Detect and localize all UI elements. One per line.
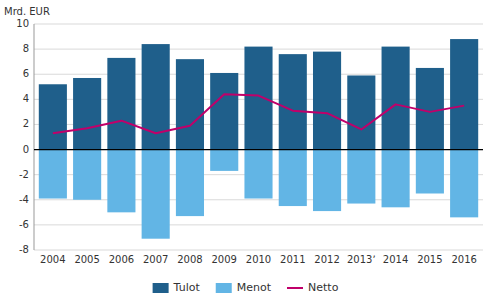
bar xyxy=(39,84,67,149)
zero-line xyxy=(34,149,483,150)
x-tick-label: 2006 xyxy=(109,254,134,265)
x-tick-label: 2015 xyxy=(417,254,442,265)
bar xyxy=(450,150,478,218)
legend-label: Menot xyxy=(237,281,272,294)
legend-item: Netto xyxy=(287,281,339,294)
grid-line xyxy=(34,149,483,150)
legend-item: Menot xyxy=(216,281,272,294)
y-axis-label: Mrd. EUR xyxy=(4,6,50,17)
y-tick-label: -6 xyxy=(19,219,29,230)
bar xyxy=(416,150,444,194)
grid xyxy=(34,24,483,250)
bar xyxy=(279,54,307,149)
chart: -8 -6 -4 -2 0 2 4 6 8 10 2004 2005 2006 2007 2008 2009 2… xyxy=(0,0,491,302)
legend-label: Netto xyxy=(308,281,339,294)
bar xyxy=(347,150,375,204)
x-tick-label: 2013ʼ xyxy=(347,254,376,265)
x-tick-label: 2009 xyxy=(211,254,236,265)
plot-area xyxy=(34,39,483,239)
legend: Tulot Menot Netto xyxy=(153,281,339,294)
x-tick-label: 2012 xyxy=(314,254,339,265)
grid-line xyxy=(34,250,483,251)
legend-swatch xyxy=(287,287,303,289)
y-tick-label: 0 xyxy=(23,144,29,155)
x-tick-label: 2005 xyxy=(74,254,99,265)
bar xyxy=(107,58,135,150)
x-tick-label: 2008 xyxy=(177,254,202,265)
x-tick-label: 2007 xyxy=(143,254,168,265)
x-tick-label: 2016 xyxy=(451,254,476,265)
bar xyxy=(313,52,341,150)
legend-swatch xyxy=(153,283,169,293)
bar xyxy=(244,150,272,199)
bar xyxy=(382,47,410,150)
bar xyxy=(39,150,67,199)
legend-swatch xyxy=(216,283,232,293)
grid-line xyxy=(34,199,483,200)
y-axis-line xyxy=(34,24,35,250)
y-tick-label: 6 xyxy=(23,68,29,79)
legend-item: Tulot xyxy=(153,281,201,294)
bar xyxy=(176,59,204,149)
grid-line xyxy=(34,24,483,25)
grid-line xyxy=(34,224,483,225)
bar xyxy=(142,150,170,239)
y-tick-label: 2 xyxy=(23,118,29,129)
bar xyxy=(347,75,375,149)
x-tick-label: 2011 xyxy=(280,254,305,265)
bar xyxy=(244,47,272,150)
x-tick-label: 2004 xyxy=(40,254,65,265)
y-tick-label: -4 xyxy=(19,194,29,205)
y-tick-label: -2 xyxy=(19,169,29,180)
bar xyxy=(382,150,410,208)
x-tick-label: 2010 xyxy=(246,254,271,265)
y-tick-label: 10 xyxy=(16,18,29,29)
bar xyxy=(73,78,101,150)
y-tick-label: -8 xyxy=(19,244,29,255)
y-tick-label: 8 xyxy=(23,43,29,54)
bar xyxy=(73,150,101,200)
bar xyxy=(450,39,478,149)
x-tick-label: 2014 xyxy=(383,254,408,265)
line xyxy=(53,94,464,133)
bar xyxy=(279,150,307,207)
bar xyxy=(210,150,238,171)
y-tick-label: 4 xyxy=(23,93,29,104)
bar xyxy=(313,150,341,212)
bar xyxy=(107,150,135,213)
bar xyxy=(210,73,238,150)
bar xyxy=(176,150,204,217)
legend-label: Tulot xyxy=(173,281,201,294)
